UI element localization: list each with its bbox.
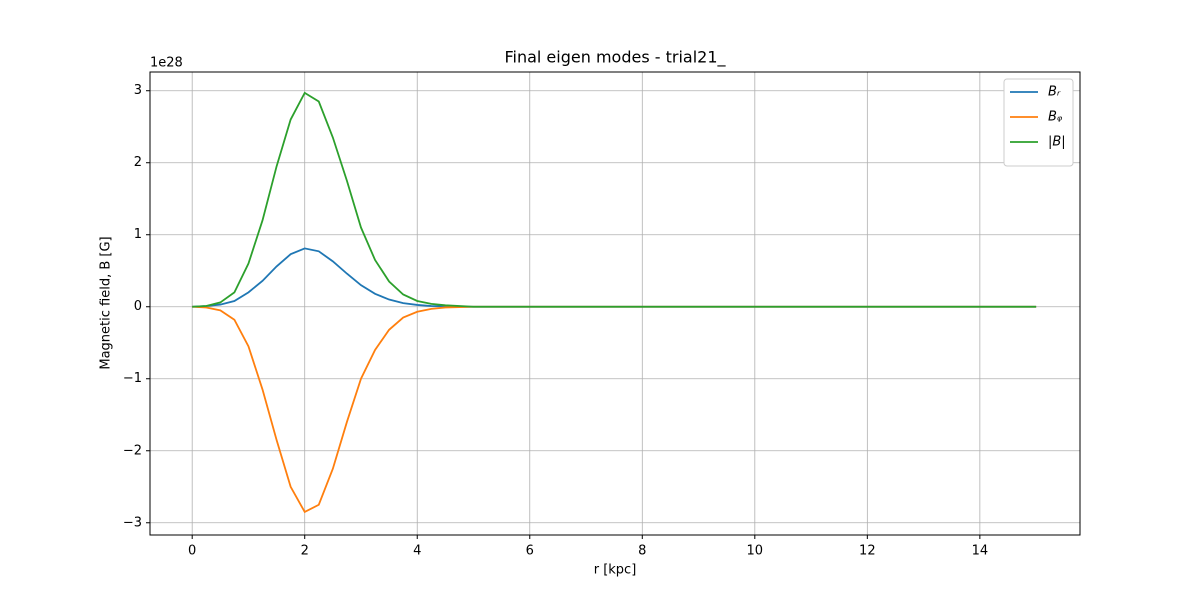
x-tick-label: 12: [859, 544, 876, 559]
x-axis-label: r [kpc]: [594, 563, 637, 578]
legend-label: Bᵩ: [1048, 110, 1063, 125]
legend-label: Bᵣ: [1048, 85, 1061, 100]
y-tick-label: 2: [134, 155, 142, 170]
y-offset-label: 1e28: [150, 56, 183, 71]
legend-box: [1003, 78, 1074, 167]
x-tick-label: 2: [301, 544, 309, 559]
x-tick-label: 4: [413, 544, 421, 559]
y-tick-label: 0: [134, 299, 142, 314]
y-tick-label: 1: [134, 227, 142, 242]
x-tick-label: 10: [747, 544, 764, 559]
data-line: [192, 91, 1037, 308]
x-tick-label: 6: [526, 544, 534, 559]
chart-title: Final eigen modes - trial21_: [504, 48, 726, 68]
y-axis-label: Magnetic field, B [G]: [99, 236, 114, 369]
y-tick-label: −2: [123, 443, 142, 458]
x-tick-label: 8: [638, 544, 646, 559]
axes-frame: [149, 71, 1081, 536]
legend-label: |B|: [1048, 135, 1066, 150]
x-tick-label: 0: [188, 544, 196, 559]
y-tick-label: −1: [123, 371, 142, 386]
y-tick-label: −3: [123, 515, 142, 530]
x-tick-label: 14: [972, 544, 989, 559]
y-tick-label: 3: [134, 83, 142, 98]
